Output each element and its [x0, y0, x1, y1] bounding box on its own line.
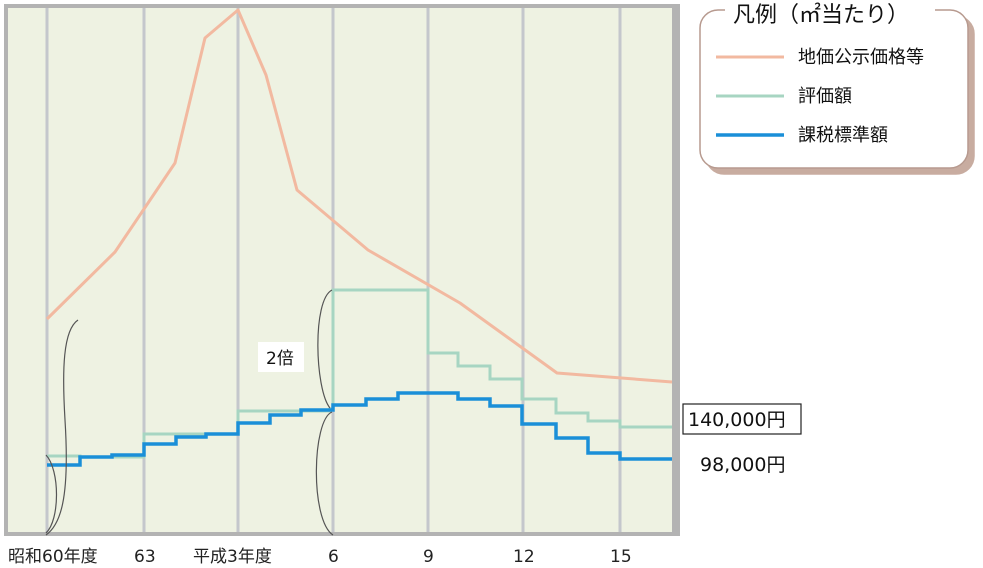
x-tick-label: 昭和60年度 — [8, 547, 98, 567]
vertical-grid — [45, 8, 622, 532]
x-axis: 昭和60年度 63 平成3年度 6 9 12 15 — [8, 547, 632, 567]
series-tax-base-line — [47, 391, 672, 467]
legend-label-assessed-value: 評価額 — [798, 86, 852, 107]
x-tick-label: 6 — [328, 547, 339, 567]
series-assessed-value-line — [47, 288, 672, 459]
series-land-price-line — [45, 8, 673, 384]
value-high-label: 140,000円 — [688, 409, 786, 431]
x-tick-label: 63 — [134, 547, 156, 567]
x-tick-label: 9 — [423, 547, 434, 567]
value-high-box — [682, 403, 802, 435]
brace-left-inner — [45, 454, 58, 534]
legend-title-mask — [725, 0, 935, 22]
multiplier-label: 2倍 — [266, 349, 294, 369]
x-tick-label: 12 — [513, 547, 535, 567]
x-tick-label: 15 — [610, 547, 632, 567]
legend-title: 凡例（㎡当たり） — [733, 2, 909, 28]
legend-label-tax-base: 課税標準額 — [798, 125, 888, 146]
multiplier-box — [258, 342, 304, 372]
brace-mid-upper — [317, 289, 333, 409]
plot-area — [8, 8, 672, 532]
legend-label-land-price: 地価公示価格等 — [798, 47, 924, 68]
brace-left-outer — [45, 319, 79, 536]
legend: 凡例（㎡当たり） 地価公示価格等 評価額 課税標準額 — [699, 0, 969, 169]
x-tick-label: 平成3年度 — [193, 547, 272, 567]
brace-mid-lower — [315, 411, 334, 536]
value-low-label: 98,000円 — [700, 454, 785, 476]
